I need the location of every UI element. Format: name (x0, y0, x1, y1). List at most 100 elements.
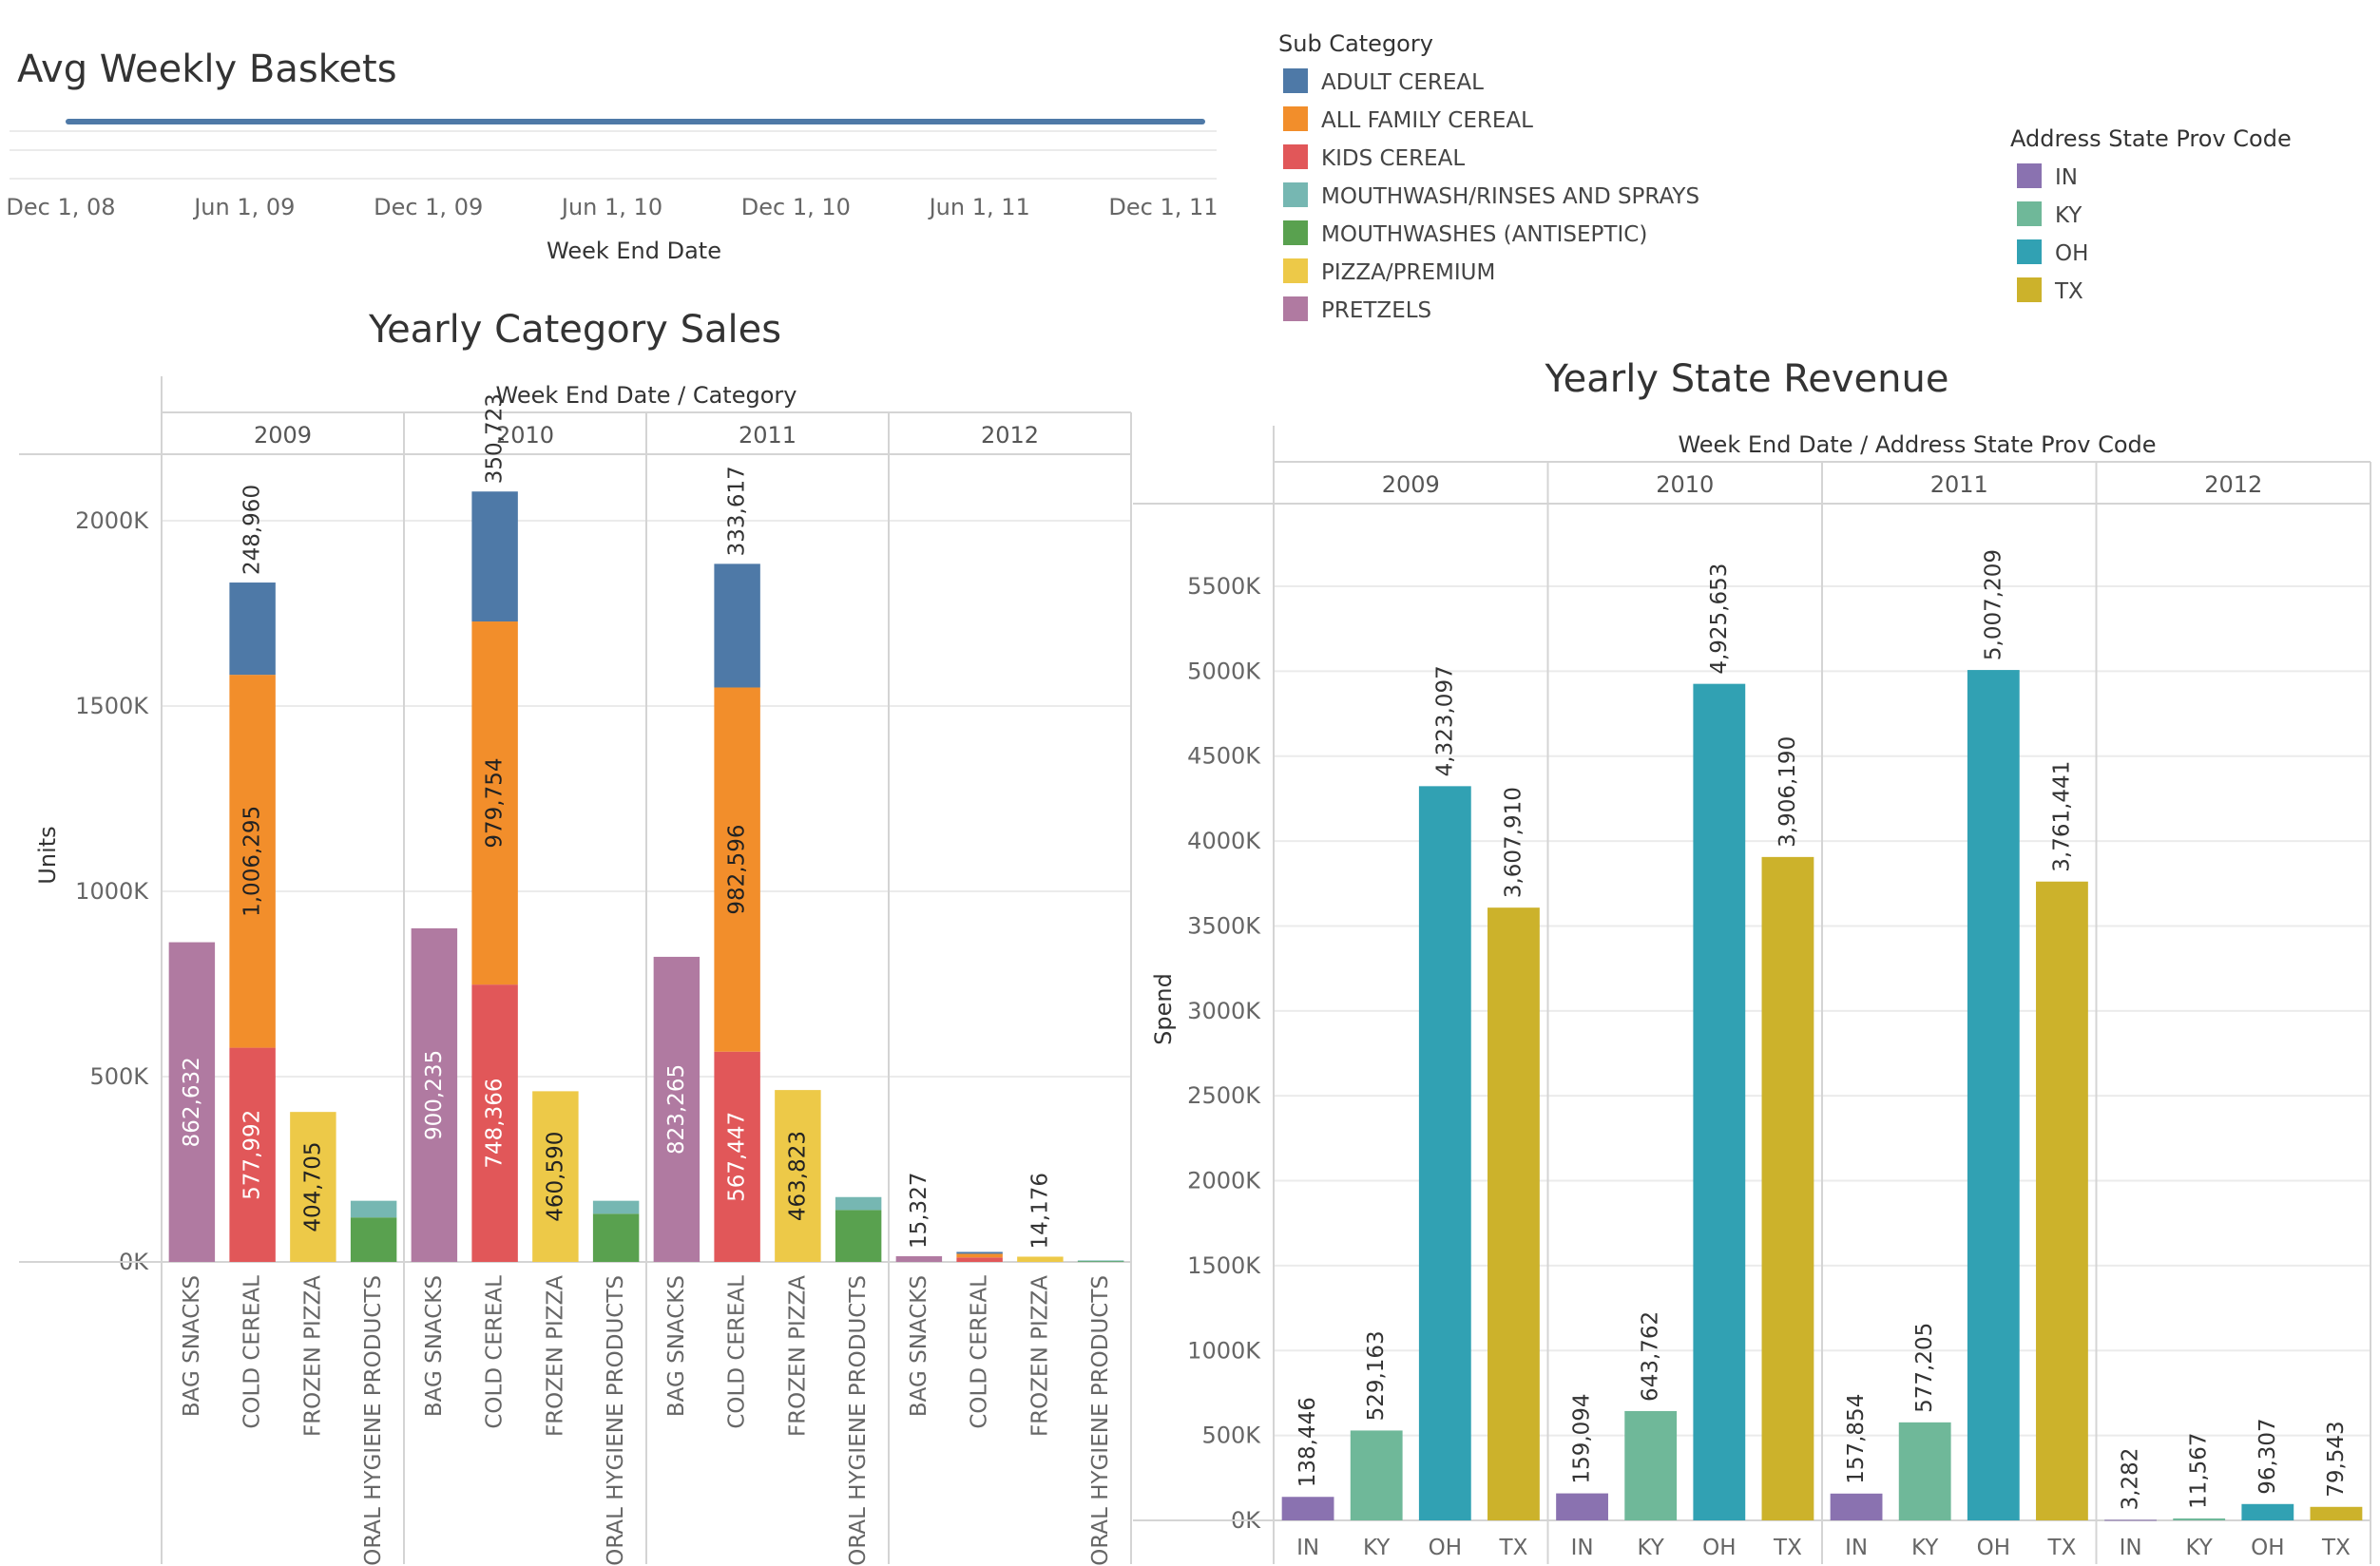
legend-item-label[interactable]: ALL FAMILY CEREAL (1321, 108, 1533, 133)
category-tick-label: OH (2251, 1536, 2284, 1560)
category-tick-label: KY (1638, 1536, 1665, 1560)
legend-item-label[interactable]: MOUTHWASHES (ANTISEPTIC) (1321, 222, 1647, 247)
legend-item-label[interactable]: TX (2054, 279, 2083, 304)
state-legend: Address State Prov Code IN KY OH TX (2010, 125, 2292, 304)
bar-segment[interactable] (229, 1047, 276, 1262)
bar[interactable] (2241, 1503, 2294, 1520)
bar[interactable] (1761, 856, 1814, 1520)
year-header: 2009 (254, 422, 312, 449)
yearly-category-sales-chart: Yearly Category Sales Week End Date / Ca… (19, 308, 1132, 1566)
bar-segment[interactable] (835, 1196, 882, 1211)
bar-value-label: 463,823 (785, 1131, 810, 1221)
bar-value-label: 4,323,097 (1432, 665, 1457, 776)
category-tick-label: COLD CEREAL (725, 1275, 750, 1429)
bar-value-label: 3,607,910 (1501, 787, 1526, 898)
category-tick-label: KY (1363, 1536, 1391, 1560)
legend-swatch[interactable] (1283, 258, 1308, 283)
bar-segment[interactable] (471, 621, 518, 985)
bar[interactable] (1830, 1493, 1883, 1520)
legend-swatch[interactable] (1283, 296, 1308, 321)
bar[interactable] (2104, 1519, 2157, 1521)
category-tick-label: FROZEN PIZZA (785, 1275, 810, 1437)
legend-swatch[interactable] (1283, 106, 1308, 131)
bar-segment[interactable] (532, 1091, 579, 1262)
bar-value-label: 4,925,653 (1707, 563, 1732, 675)
bar[interactable] (2036, 881, 2088, 1520)
bar[interactable] (1693, 683, 1746, 1520)
category-tick-label: OH (1702, 1536, 1736, 1560)
legend-swatch[interactable] (1283, 182, 1308, 207)
avg-weekly-baskets-chart: Avg Weekly Baskets Dec 1, 08 Jun 1, 09 Dec… (6, 48, 1218, 264)
bar-segment[interactable] (350, 1217, 397, 1262)
legend-item-label[interactable]: PRETZELS (1321, 298, 1431, 323)
bar-segment[interactable] (714, 1051, 760, 1262)
bar-value-label: 3,906,190 (1775, 736, 1800, 848)
bar[interactable] (2173, 1518, 2226, 1520)
legend-swatch[interactable] (2017, 163, 2042, 188)
y-tick-label: 500K (89, 1063, 149, 1090)
legend-swatch[interactable] (2017, 239, 2042, 264)
legend-swatch[interactable] (2017, 277, 2042, 302)
bar-value-label: 138,446 (1296, 1397, 1320, 1487)
bar-segment[interactable] (835, 1210, 882, 1262)
top-x-tick-label: Dec 1, 11 (1108, 194, 1218, 220)
bar-segment[interactable] (775, 1090, 821, 1262)
category-tick-label: ORAL HYGIENE PRODUCTS (604, 1275, 628, 1566)
legend-item-label[interactable]: IN (2055, 165, 2078, 190)
bar[interactable] (1488, 907, 1540, 1520)
bar-segment[interactable] (895, 1256, 943, 1262)
category-tick-label: OH (1977, 1536, 2010, 1560)
bar-segment[interactable] (1077, 1260, 1124, 1262)
y-tick-label: 500K (1201, 1423, 1261, 1449)
bar-segment[interactable] (229, 675, 276, 1048)
year-header: 2011 (739, 422, 797, 449)
bar-segment[interactable] (1077, 1261, 1124, 1263)
bar[interactable] (2310, 1506, 2363, 1520)
bar-segment[interactable] (714, 563, 760, 688)
bar-segment[interactable] (411, 927, 458, 1262)
legend-item-label[interactable]: MOUTHWASH/RINSES AND SPRAYS (1321, 184, 1699, 209)
bar-segment[interactable] (714, 687, 760, 1052)
bar-value-label: 862,632 (180, 1057, 204, 1147)
bar[interactable] (1624, 1410, 1678, 1520)
bar-segment[interactable] (471, 491, 518, 622)
bar-segment[interactable] (168, 942, 216, 1262)
bar-segment[interactable] (290, 1112, 336, 1262)
bar-segment[interactable] (592, 1200, 640, 1214)
category-tick-label: IN (1296, 1536, 1319, 1560)
bar-segment[interactable] (956, 1257, 1003, 1262)
bar[interactable] (1281, 1497, 1334, 1520)
bar-segment[interactable] (471, 984, 518, 1262)
category-tick-label: TX (2047, 1536, 2077, 1560)
legend-swatch[interactable] (2017, 201, 2042, 226)
state-legend-title: Address State Prov Code (2010, 125, 2292, 152)
bar[interactable] (1556, 1493, 1608, 1520)
y-tick-label: 5000K (1187, 658, 1261, 684)
bar-segment[interactable] (956, 1253, 1003, 1258)
bar-segment[interactable] (1017, 1256, 1064, 1262)
legend-item-label[interactable]: ADULT CEREAL (1321, 70, 1484, 95)
legend-item-label[interactable]: PIZZA/PREMIUM (1321, 260, 1495, 285)
bar-segment[interactable] (956, 1251, 1003, 1254)
legend-swatch[interactable] (1283, 220, 1308, 245)
bar-segment[interactable] (350, 1200, 397, 1218)
legend-swatch[interactable] (1283, 68, 1308, 93)
bar-segment[interactable] (229, 582, 276, 676)
legend-swatch[interactable] (1283, 144, 1308, 169)
category-tick-label: OH (1429, 1536, 1462, 1560)
bar[interactable] (1967, 670, 2020, 1520)
y-tick-label: 2000K (1187, 1168, 1261, 1194)
bar-value-label: 3,282 (2119, 1448, 2143, 1511)
category-tick-label: FROZEN PIZZA (300, 1275, 325, 1437)
state-revenue-title: Yearly State Revenue (1545, 357, 1949, 401)
bar-segment[interactable] (653, 956, 701, 1262)
bar-value-label: 333,617 (725, 466, 750, 556)
legend-item-label[interactable]: OH (2055, 241, 2088, 266)
legend-item-label[interactable]: KY (2055, 203, 2082, 228)
bar[interactable] (1898, 1422, 1951, 1520)
year-header: 2012 (981, 422, 1039, 449)
bar[interactable] (1418, 786, 1471, 1520)
bar-segment[interactable] (592, 1213, 640, 1262)
bar[interactable] (1350, 1430, 1403, 1520)
legend-item-label[interactable]: KIDS CEREAL (1321, 146, 1465, 171)
